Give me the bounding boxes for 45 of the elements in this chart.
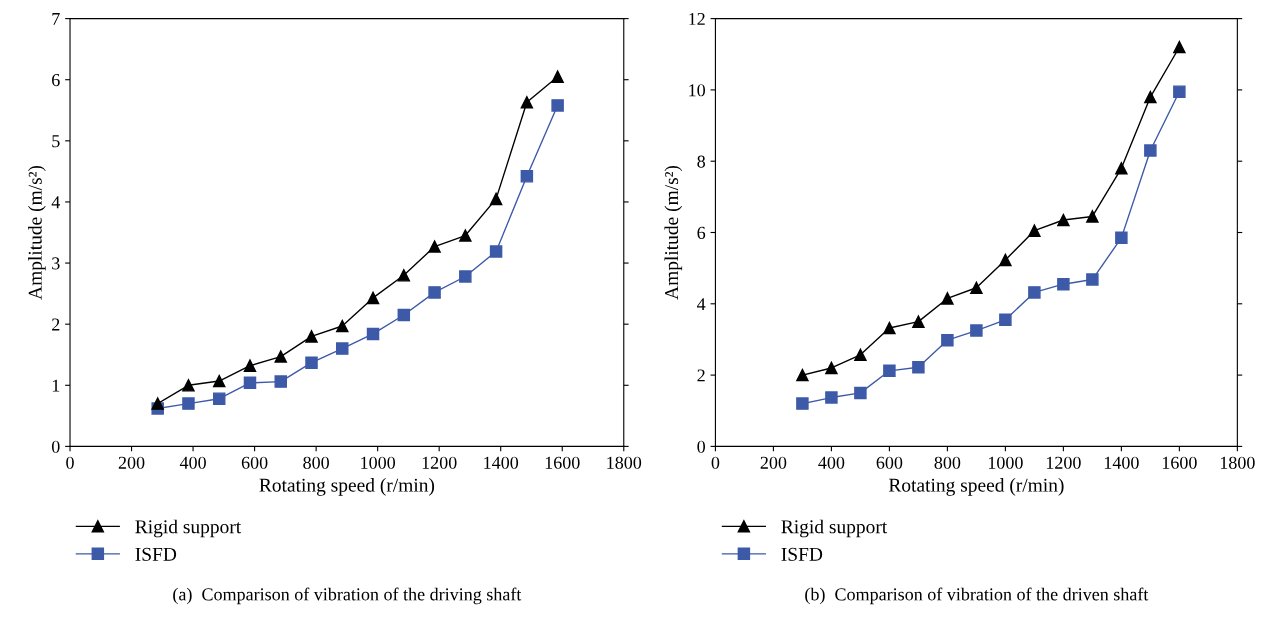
y-tick-label: 8 bbox=[697, 155, 706, 168]
x-tick-label: 0 bbox=[711, 456, 720, 469]
x-tick-label: 1600 bbox=[1162, 456, 1197, 469]
x-tick-label: 200 bbox=[760, 456, 787, 469]
x-tick-label: 800 bbox=[303, 456, 329, 469]
x-tick-label: 1800 bbox=[607, 456, 642, 469]
y-axis-title: Amplitude (m/s²) bbox=[664, 165, 683, 300]
y-tick-label: 6 bbox=[52, 74, 60, 87]
y-axis-title: Amplitude (m/s²) bbox=[28, 165, 46, 300]
y-tick-label: 4 bbox=[697, 298, 706, 311]
y-tick-label: 2 bbox=[697, 369, 705, 382]
y-tick-label: 12 bbox=[689, 12, 705, 25]
x-tick-label: 600 bbox=[876, 456, 903, 469]
y-tick-label: 0 bbox=[697, 440, 706, 453]
y-tick-label: 0 bbox=[51, 440, 60, 453]
x-tick-label: 1600 bbox=[545, 456, 580, 469]
y-tick-label: 6 bbox=[697, 226, 706, 239]
y-tick-label: 5 bbox=[52, 135, 60, 148]
legend-label: Rigid support bbox=[781, 519, 888, 538]
x-tick-label: 1200 bbox=[422, 456, 457, 469]
text: (a) Comparison of vibration of the driving shaft bbox=[173, 587, 522, 605]
y-tick-label: 10 bbox=[689, 84, 706, 97]
x-tick-label: 400 bbox=[818, 456, 845, 469]
x-tick-label: 1800 bbox=[1220, 456, 1255, 469]
legend-label: ISFD bbox=[781, 547, 823, 561]
y-tick-label: 3 bbox=[52, 257, 60, 270]
y-tick-label: 7 bbox=[52, 13, 60, 25]
legend-label: ISFD bbox=[135, 547, 177, 561]
x-tick-label: 1400 bbox=[1104, 456, 1139, 469]
x-tick-label: 600 bbox=[241, 456, 268, 469]
text: (b) Comparison of vibration of the driven shaft bbox=[805, 587, 1149, 605]
x-tick-label: 800 bbox=[934, 456, 961, 469]
x-axis-title: Rotating speed (r/min) bbox=[259, 478, 435, 496]
x-tick-label: 1000 bbox=[988, 456, 1023, 469]
x-axis-title: Rotating speed (r/min) bbox=[888, 478, 1064, 496]
x-tick-label: 1400 bbox=[484, 456, 519, 469]
y-tick-label: 1 bbox=[52, 379, 60, 392]
x-tick-label: 1200 bbox=[1046, 456, 1081, 469]
x-tick-label: 0 bbox=[66, 456, 74, 469]
x-tick-label: 400 bbox=[179, 456, 206, 469]
x-tick-label: 1000 bbox=[361, 456, 396, 469]
x-tick-label: 200 bbox=[118, 456, 145, 469]
legend-label: Rigid support bbox=[135, 519, 242, 538]
y-tick-label: 4 bbox=[51, 196, 61, 209]
y-tick-label: 2 bbox=[52, 318, 60, 331]
